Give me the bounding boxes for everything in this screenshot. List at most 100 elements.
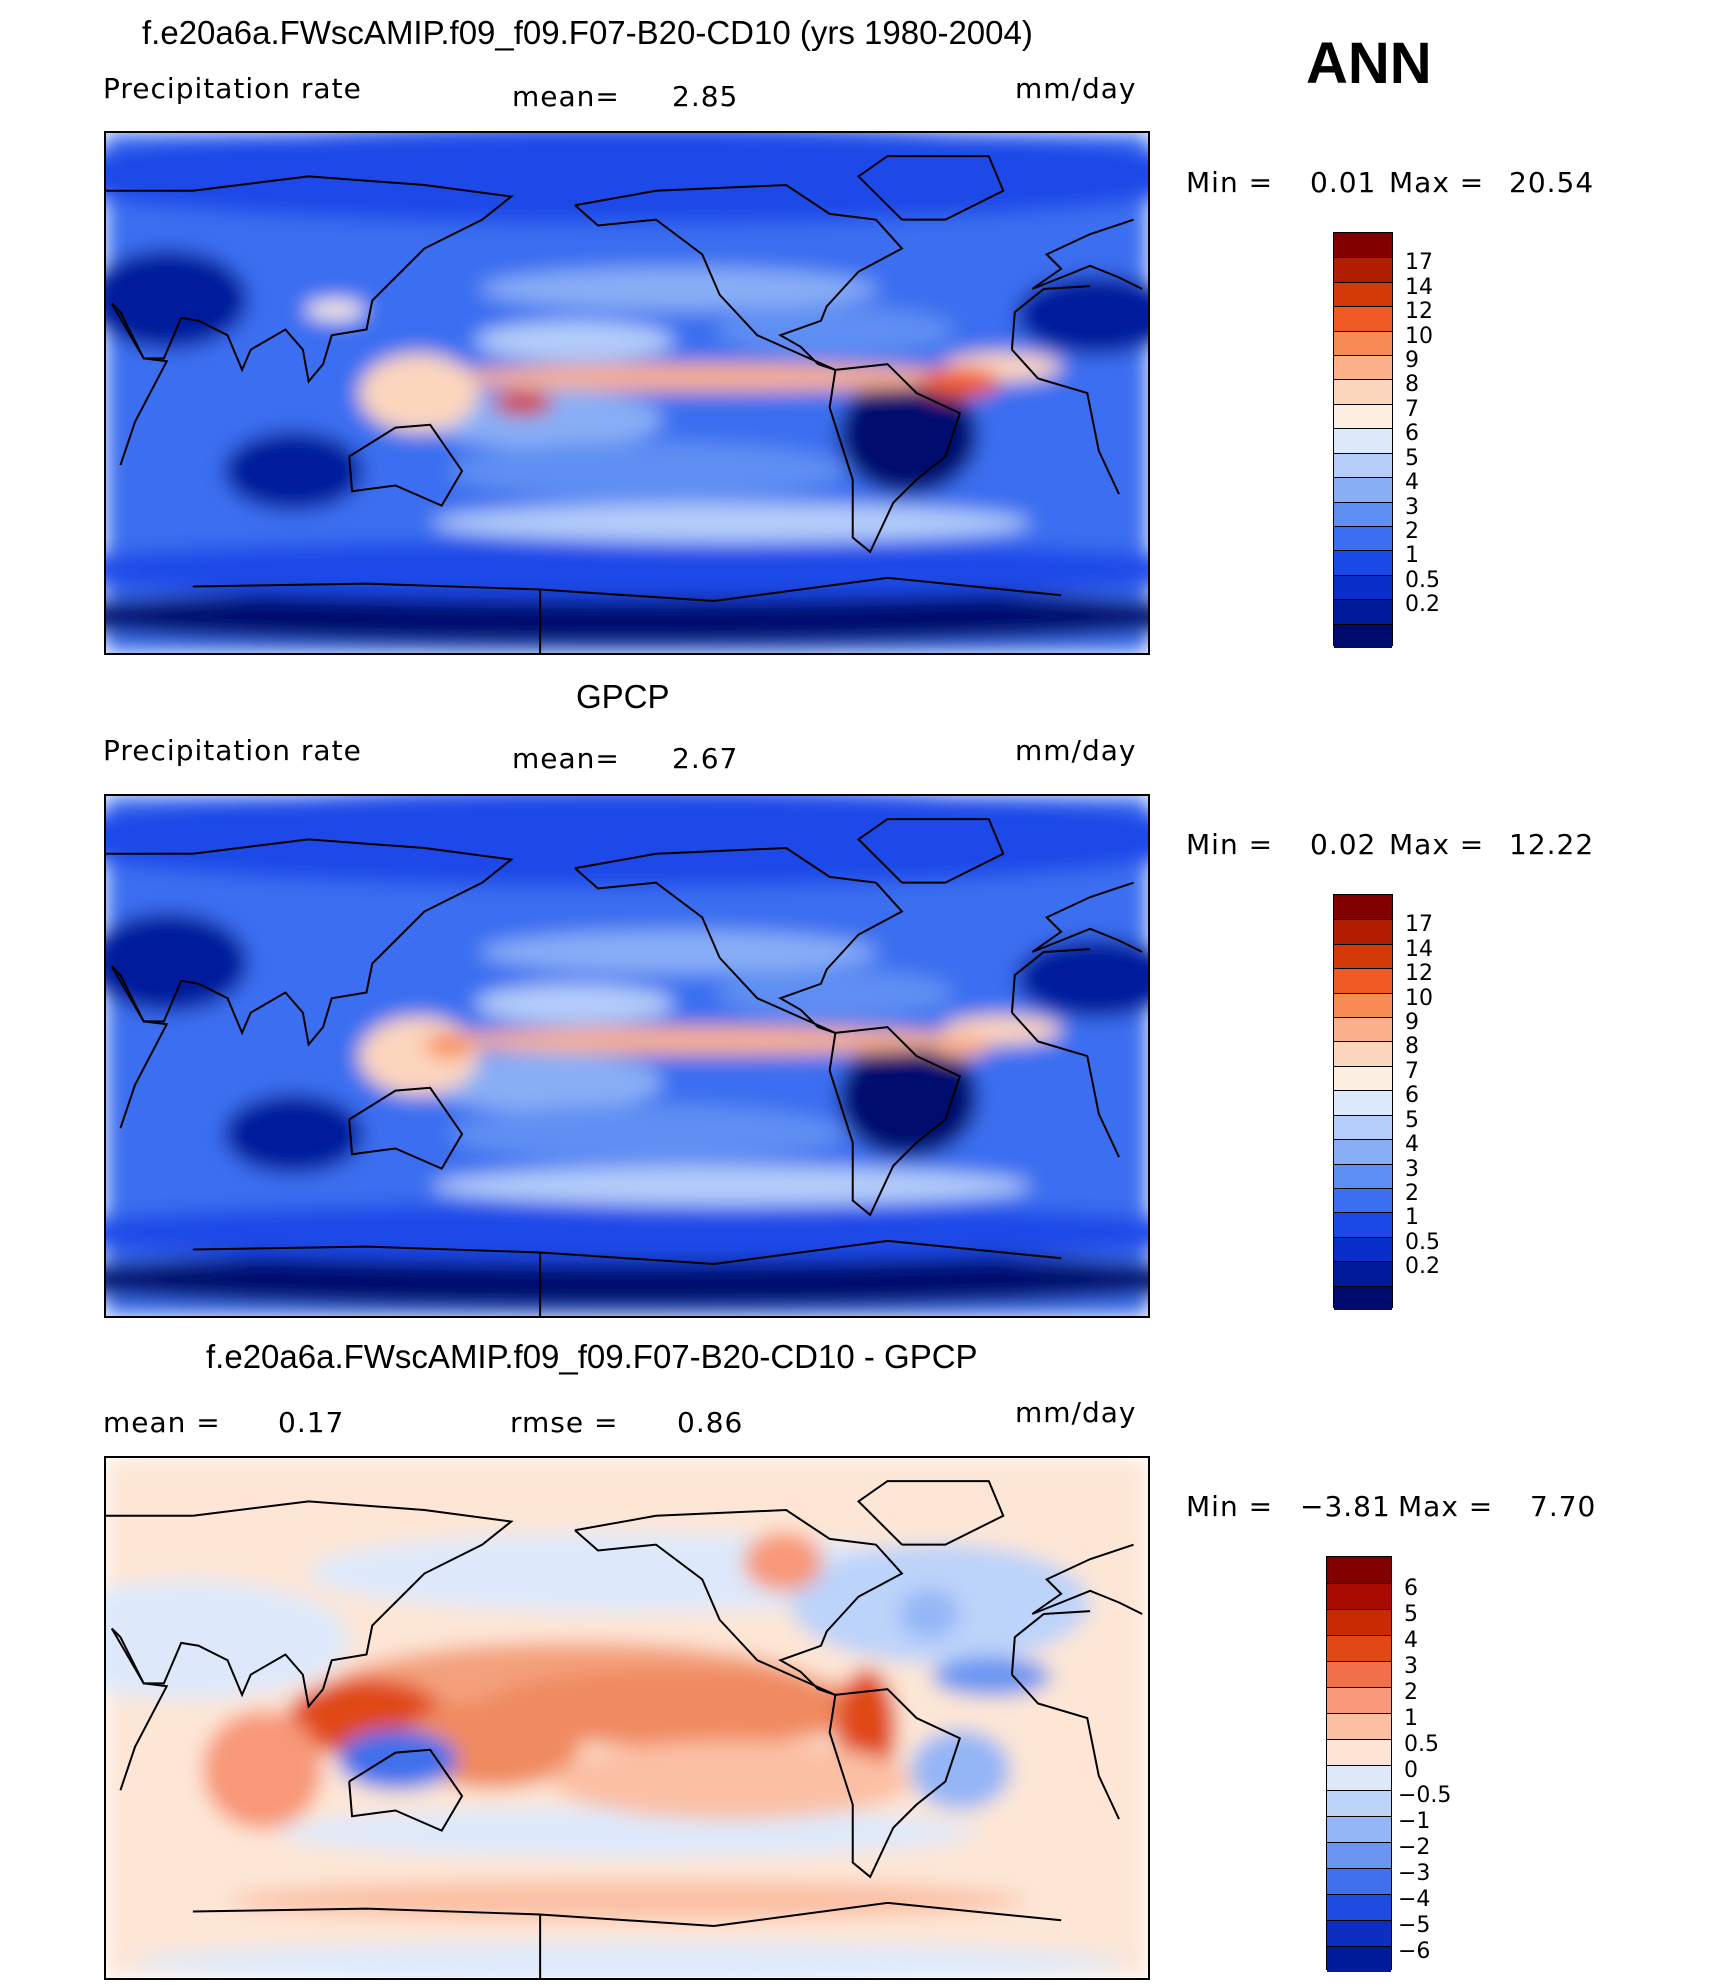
coastlines [106, 155, 1143, 653]
colorbar-segment [1327, 1686, 1391, 1713]
coastline [574, 1508, 904, 1696]
coastline [110, 285, 1120, 495]
coastline [348, 423, 464, 507]
coastline [110, 1610, 1120, 1820]
panel-obs-units: mm/day [1015, 734, 1137, 767]
colorbar-segment [1327, 1816, 1391, 1843]
colorbar-tick-label: 5 [1405, 1107, 1419, 1133]
coastline [110, 948, 1120, 1158]
colorbar-tick-label: −6 [1398, 1939, 1431, 1965]
colorbar-tick-label: 0.5 [1405, 1229, 1440, 1255]
panel-diff-colorbar [1326, 1556, 1392, 1972]
colorbar-segment [1334, 943, 1392, 969]
colorbar-segment [1327, 1557, 1391, 1583]
panel-diff-map [104, 1456, 1150, 1980]
panel-diff-min-label: Min = [1186, 1490, 1274, 1523]
colorbar-tick-label: 2 [1405, 1180, 1419, 1206]
coastline [856, 1480, 1005, 1546]
colorbar-segment [1327, 1712, 1391, 1739]
colorbar-segment [1327, 1868, 1391, 1895]
panel-obs-max-label: Max = [1389, 828, 1485, 861]
colorbar-tick-label: 5 [1405, 445, 1419, 471]
colorbar-segment [1327, 1660, 1391, 1687]
coastline [828, 1026, 962, 1217]
panel-diff-max-label: Max = [1398, 1490, 1494, 1523]
panel-model-title: f.e20a6a.FWscAMIP.f09_f09.F07-B20-CD10 (… [142, 14, 1033, 51]
colorbar-tick-label: −1 [1398, 1809, 1431, 1835]
colorbar-segment [1327, 1764, 1391, 1791]
colorbar-segment [1334, 968, 1392, 993]
panel-diff-units: mm/day [1015, 1396, 1137, 1429]
colorbar-tick-label: 6 [1405, 1083, 1419, 1109]
colorbar-tick-label: 10 [1405, 323, 1433, 349]
panel-diff-rmse-label: rmse = [510, 1406, 619, 1439]
colorbar-segment [1334, 1187, 1392, 1213]
colorbar-tick-label: 3 [1404, 1653, 1418, 1679]
colorbar-segment [1334, 306, 1392, 331]
colorbar-segment [1327, 1842, 1391, 1869]
colorbar-tick-label: 17 [1405, 912, 1433, 938]
colorbar-tick-label: 7 [1405, 1058, 1419, 1084]
colorbar-segment [1327, 1946, 1391, 1972]
colorbar-segment [1327, 1634, 1391, 1661]
panel-obs-min-value: 0.02 [1310, 828, 1377, 861]
colorbar-tick-label: 9 [1405, 1010, 1419, 1036]
colorbar-tick-label: 0 [1404, 1757, 1418, 1783]
colorbar-segment [1327, 1894, 1391, 1921]
colorbar-segment [1334, 330, 1392, 356]
panel-model-colorbar [1333, 232, 1393, 648]
colorbar-segment [1334, 257, 1392, 282]
colorbar-segment [1334, 1236, 1392, 1262]
coastline [192, 1239, 1062, 1316]
colorbar-tick-label: 0.2 [1405, 1254, 1440, 1280]
panel-model-max-value: 20.54 [1509, 166, 1595, 199]
colorbar-tick-label: 3 [1405, 494, 1419, 520]
colorbar-segment [1327, 1790, 1391, 1817]
colorbar-segment [1327, 1582, 1391, 1609]
colorbar-tick-label: 3 [1405, 1156, 1419, 1182]
precip-field [106, 1458, 1148, 1978]
panel-obs-title: GPCP [576, 678, 670, 715]
coastline [828, 1688, 962, 1879]
colorbar-segment [1334, 1065, 1392, 1091]
colorbar-segment [1334, 1090, 1392, 1115]
coastline [106, 175, 1143, 384]
panel-diff-mean-value: 0.17 [278, 1406, 345, 1439]
coastline [348, 1086, 464, 1170]
colorbar-tick-label: 14 [1405, 936, 1433, 962]
colorbar-segment [1334, 550, 1392, 575]
coastline [856, 155, 1005, 221]
colorbar-tick-label: 4 [1405, 1132, 1419, 1158]
colorbar-segment [1334, 1041, 1392, 1066]
panel-obs-map [104, 794, 1150, 1318]
colorbar-segment [1334, 574, 1392, 600]
panel-model-units: mm/day [1015, 72, 1137, 105]
colorbar-tick-label: 9 [1405, 348, 1419, 374]
panel-obs-mean-value: 2.67 [672, 742, 739, 775]
coastline [574, 846, 904, 1034]
colorbar-segment [1327, 1608, 1391, 1635]
colorbar-tick-label: 10 [1405, 985, 1433, 1011]
panel-model-variable: Precipitation rate [103, 72, 362, 105]
colorbar-tick-label: 1 [1404, 1705, 1418, 1731]
colorbar-tick-label: 8 [1405, 372, 1419, 398]
colorbar-segment [1334, 895, 1392, 920]
colorbar-tick-label: 4 [1404, 1627, 1418, 1653]
colorbar-tick-label: 0.5 [1405, 567, 1440, 593]
colorbar-tick-label: −4 [1398, 1887, 1431, 1913]
colorbar-segment [1334, 525, 1392, 551]
colorbar-segment [1334, 501, 1392, 526]
colorbar-tick-label: 6 [1404, 1575, 1418, 1601]
panel-obs-min-label: Min = [1186, 828, 1274, 861]
coastline [106, 838, 1143, 1047]
colorbar-segment [1327, 1738, 1391, 1765]
coastline [192, 576, 1062, 653]
colorbar-tick-label: −5 [1398, 1913, 1431, 1939]
colorbar-segment [1334, 477, 1392, 502]
panel-model-min-label: Min = [1186, 166, 1274, 199]
colorbar-tick-label: 1 [1405, 1205, 1419, 1231]
colorbar-segment [1327, 1920, 1391, 1947]
coastline [856, 818, 1005, 884]
panel-model-map [104, 131, 1150, 655]
panel-obs-colorbar [1333, 894, 1393, 1310]
